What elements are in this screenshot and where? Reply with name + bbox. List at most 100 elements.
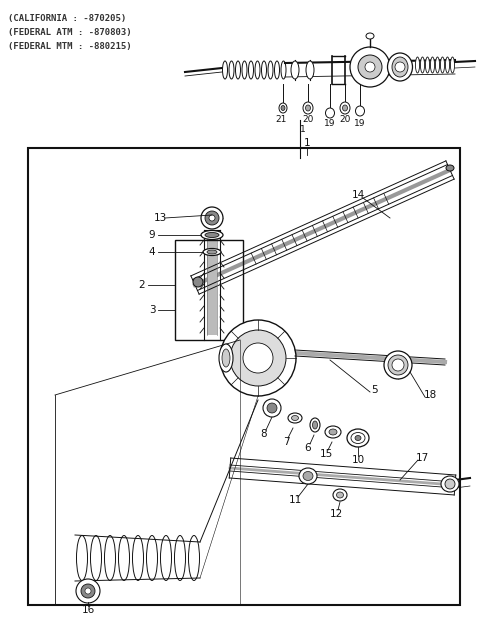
Ellipse shape [329, 429, 337, 435]
Ellipse shape [325, 108, 335, 118]
Circle shape [201, 207, 223, 229]
Ellipse shape [431, 57, 434, 73]
Text: 3: 3 [149, 305, 156, 315]
Ellipse shape [160, 535, 171, 580]
Ellipse shape [262, 61, 266, 79]
Ellipse shape [229, 61, 234, 79]
Text: 12: 12 [329, 509, 343, 519]
Text: 19: 19 [354, 120, 366, 129]
Circle shape [392, 359, 404, 371]
Ellipse shape [281, 61, 286, 79]
Ellipse shape [299, 468, 317, 484]
Ellipse shape [242, 61, 247, 79]
Ellipse shape [219, 344, 233, 372]
Ellipse shape [343, 105, 348, 111]
Circle shape [85, 588, 91, 594]
Text: 5: 5 [372, 385, 378, 395]
Text: 21: 21 [276, 115, 287, 125]
Bar [207, 235, 217, 335]
Ellipse shape [91, 535, 101, 580]
Ellipse shape [312, 421, 317, 429]
Ellipse shape [445, 479, 455, 489]
Circle shape [350, 47, 390, 87]
Ellipse shape [132, 535, 144, 580]
Circle shape [209, 215, 215, 221]
Ellipse shape [325, 426, 341, 438]
Text: (FEDERAL MTM : -880215): (FEDERAL MTM : -880215) [8, 42, 132, 51]
Circle shape [263, 399, 281, 417]
Ellipse shape [347, 429, 369, 447]
Ellipse shape [388, 355, 408, 375]
Text: 7: 7 [283, 437, 289, 447]
Ellipse shape [223, 61, 228, 79]
Text: 2: 2 [139, 280, 145, 290]
Text: 1: 1 [300, 125, 306, 135]
Ellipse shape [445, 57, 449, 73]
Ellipse shape [203, 248, 221, 255]
Ellipse shape [175, 535, 185, 580]
Ellipse shape [105, 535, 116, 580]
Text: 9: 9 [149, 230, 156, 240]
Bar [175, 240, 243, 340]
Ellipse shape [76, 535, 87, 580]
Ellipse shape [207, 250, 217, 254]
Ellipse shape [201, 230, 223, 240]
Text: 15: 15 [319, 449, 333, 459]
Ellipse shape [333, 489, 347, 501]
Circle shape [395, 62, 405, 72]
Ellipse shape [119, 535, 130, 580]
Circle shape [76, 579, 100, 603]
Ellipse shape [441, 476, 459, 492]
Ellipse shape [416, 57, 420, 73]
Circle shape [267, 403, 277, 413]
Text: 20: 20 [302, 115, 314, 125]
Ellipse shape [303, 472, 313, 480]
Text: 17: 17 [415, 453, 429, 463]
Circle shape [81, 584, 95, 598]
Ellipse shape [392, 57, 408, 77]
Circle shape [220, 320, 296, 396]
Text: 18: 18 [423, 390, 437, 400]
Ellipse shape [255, 61, 260, 79]
Ellipse shape [351, 432, 365, 444]
Ellipse shape [291, 416, 299, 421]
Text: 16: 16 [82, 605, 95, 615]
Ellipse shape [420, 57, 424, 73]
Ellipse shape [306, 61, 314, 79]
Circle shape [205, 211, 219, 225]
Ellipse shape [189, 535, 200, 580]
Ellipse shape [441, 57, 444, 73]
Ellipse shape [425, 57, 430, 73]
Text: 4: 4 [149, 247, 156, 257]
Ellipse shape [288, 413, 302, 423]
Text: 8: 8 [261, 429, 267, 439]
Ellipse shape [146, 535, 157, 580]
Text: 19: 19 [324, 120, 336, 129]
Ellipse shape [435, 57, 440, 73]
Ellipse shape [291, 61, 299, 79]
Ellipse shape [356, 106, 364, 116]
Circle shape [243, 343, 273, 373]
Circle shape [230, 330, 286, 386]
Ellipse shape [384, 351, 412, 379]
Ellipse shape [222, 349, 230, 367]
Ellipse shape [281, 105, 285, 110]
Text: 20: 20 [339, 115, 351, 125]
Text: 6: 6 [305, 443, 312, 453]
Text: (FEDERAL ATM : -870803): (FEDERAL ATM : -870803) [8, 28, 132, 37]
Ellipse shape [310, 418, 320, 432]
Ellipse shape [355, 436, 361, 441]
Ellipse shape [451, 57, 455, 73]
Text: 1: 1 [304, 138, 310, 148]
Ellipse shape [249, 61, 253, 79]
Text: 14: 14 [351, 190, 365, 200]
Ellipse shape [387, 53, 412, 81]
Ellipse shape [205, 233, 219, 238]
Ellipse shape [366, 33, 374, 39]
Ellipse shape [340, 102, 350, 114]
Ellipse shape [236, 61, 240, 79]
Text: (CALIFORNIA : -870205): (CALIFORNIA : -870205) [8, 14, 126, 23]
Ellipse shape [279, 103, 287, 113]
Ellipse shape [305, 105, 311, 111]
Ellipse shape [268, 61, 273, 79]
